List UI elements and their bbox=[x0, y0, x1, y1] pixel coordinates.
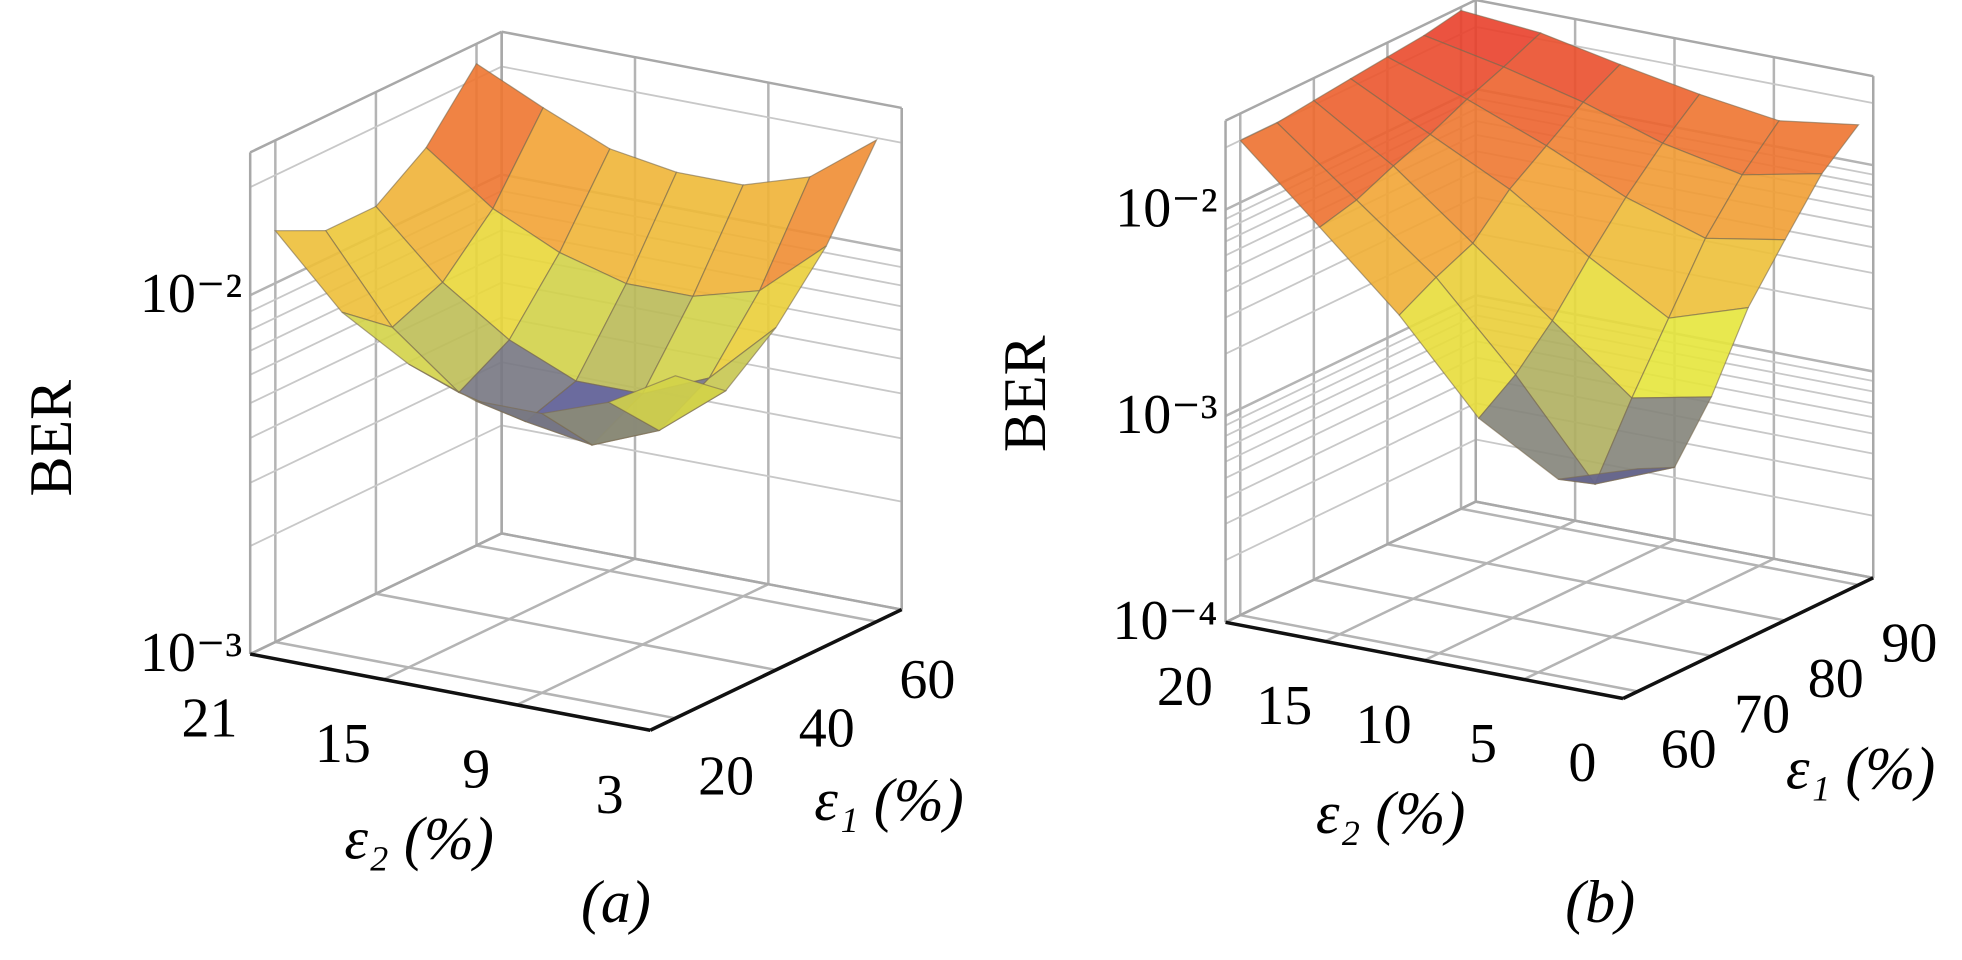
y-tick-label: 20 bbox=[698, 746, 754, 808]
grid-line bbox=[476, 544, 877, 623]
minor-grid-line bbox=[1225, 402, 1477, 525]
grid-line bbox=[375, 592, 777, 672]
x-tick-label: 9 bbox=[462, 739, 490, 801]
panel-label: (a) bbox=[581, 869, 651, 935]
y-tick-label: 90 bbox=[1881, 612, 1937, 674]
panel-label: (b) bbox=[1565, 869, 1635, 935]
y-axis-label: ε₁ (%) bbox=[814, 767, 963, 833]
y-tick-label: 60 bbox=[1661, 719, 1717, 781]
y-tick-label: 70 bbox=[1734, 683, 1790, 745]
grid-line bbox=[1313, 578, 1712, 658]
x-axis-label: ε₂ (%) bbox=[344, 805, 493, 871]
x-tick-label: 20 bbox=[1157, 656, 1213, 718]
grid-line bbox=[1423, 538, 1676, 662]
box-edge bbox=[1475, 0, 1874, 78]
box-edge bbox=[1475, 500, 1874, 580]
x-axis-label: ε₂ (%) bbox=[1316, 780, 1465, 846]
x-tick-label: 10 bbox=[1356, 694, 1412, 756]
y-tick-label: 60 bbox=[899, 649, 955, 711]
grid-line bbox=[1460, 507, 1859, 587]
surface-patch bbox=[607, 375, 728, 432]
minor-grid-line bbox=[249, 65, 503, 188]
z-tick-label: 10⁻³ bbox=[140, 622, 242, 684]
grid-line bbox=[1324, 519, 1576, 643]
box-edge bbox=[249, 532, 503, 656]
box-edge bbox=[501, 30, 902, 110]
x-tick-label: 15 bbox=[1256, 675, 1312, 737]
z-axis-label: BER bbox=[18, 380, 84, 497]
minor-grid-line bbox=[501, 65, 902, 144]
minor-grid-line bbox=[1225, 438, 1477, 562]
x-tick-label: 0 bbox=[1568, 732, 1596, 794]
grid-line bbox=[1523, 557, 1775, 681]
y-tick-label: 80 bbox=[1808, 648, 1864, 710]
surface-patch bbox=[1558, 466, 1675, 485]
x-tick-label: 5 bbox=[1469, 713, 1497, 775]
minor-grid-line bbox=[249, 424, 503, 547]
x-axis bbox=[1225, 620, 1624, 701]
z-tick-label: 10⁻² bbox=[1115, 177, 1217, 239]
minor-grid-line bbox=[1225, 356, 1477, 479]
grid-line bbox=[275, 640, 676, 720]
z-axis-label: BER bbox=[992, 335, 1058, 452]
y-axis bbox=[649, 608, 903, 732]
grid-line bbox=[1387, 543, 1786, 622]
box-edge bbox=[1225, 500, 1477, 624]
box-edge bbox=[1225, 0, 1477, 122]
y-tick-label: 40 bbox=[799, 697, 855, 759]
box-edge bbox=[249, 30, 503, 154]
z-tick-label: 10⁻² bbox=[140, 263, 242, 325]
y-axis bbox=[1622, 576, 1875, 701]
box-edge bbox=[501, 532, 902, 611]
y-axis-label: ε₁ (%) bbox=[1786, 735, 1935, 801]
minor-grid-line bbox=[1225, 376, 1477, 499]
x-tick-label: 3 bbox=[596, 764, 624, 826]
minor-grid-line bbox=[501, 424, 902, 503]
grid-line bbox=[1240, 613, 1639, 693]
x-tick-label: 15 bbox=[315, 713, 371, 775]
x-tick-label: 21 bbox=[182, 688, 238, 750]
z-tick-label: 10⁻⁴ bbox=[1112, 590, 1217, 652]
z-tick-label: 10⁻³ bbox=[1115, 384, 1217, 446]
x-axis bbox=[249, 652, 651, 732]
